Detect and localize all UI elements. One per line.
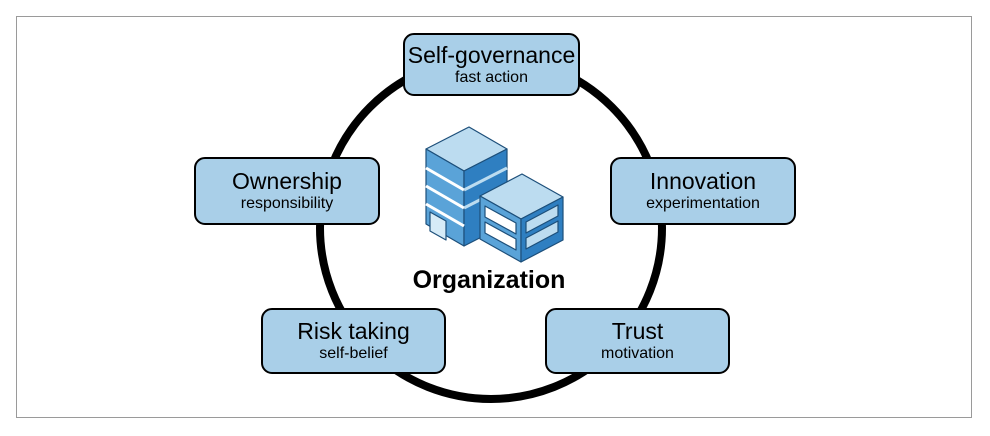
node-subtitle: motivation [601, 345, 674, 362]
node-title: Trust [611, 318, 664, 344]
node-subtitle: experimentation [646, 195, 760, 212]
node-title: Innovation [649, 168, 757, 194]
node-innovation: Innovation experimentation [610, 157, 796, 225]
node-risk-taking: Risk taking self-belief [261, 308, 446, 374]
node-subtitle: responsibility [240, 195, 334, 212]
node-subtitle: fast action [455, 68, 528, 86]
node-title: Self-governance [407, 41, 576, 68]
node-subtitle: self-belief [319, 345, 388, 362]
node-title: Risk taking [297, 318, 410, 344]
node-ownership: Ownership responsibility [194, 157, 380, 225]
node-trust: Trust motivation [545, 308, 730, 374]
node-title: Ownership [232, 168, 342, 194]
center-label: Organization [412, 266, 566, 294]
node-self-governance: Self-governance fast action [403, 33, 580, 96]
office-building-icon [425, 126, 564, 263]
